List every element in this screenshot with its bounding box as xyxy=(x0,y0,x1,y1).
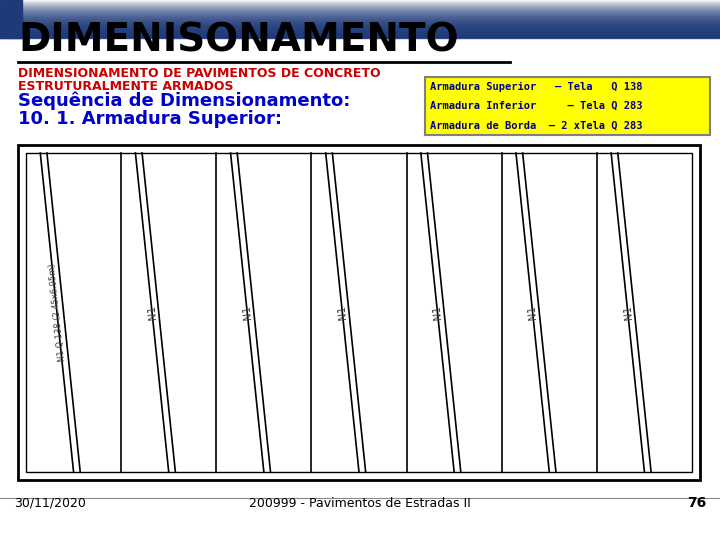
Bar xyxy=(0,0,720,1)
Bar xyxy=(0,16,720,17)
Bar xyxy=(0,20,720,21)
Text: N1: N1 xyxy=(146,305,158,320)
Text: Armadura Superior   – Tela   Q 138: Armadura Superior – Tela Q 138 xyxy=(430,82,642,92)
Text: Sequência de Dimensionamento:: Sequência de Dimensionamento: xyxy=(18,91,351,110)
Bar xyxy=(0,27,720,28)
Bar xyxy=(0,23,720,24)
Bar xyxy=(0,33,720,34)
Bar xyxy=(0,9,720,10)
Bar xyxy=(0,11,720,12)
Bar xyxy=(0,28,720,29)
Bar xyxy=(0,21,720,22)
Bar xyxy=(0,5,720,6)
Bar xyxy=(0,0,22,38)
Bar xyxy=(0,30,720,31)
Bar xyxy=(0,14,720,15)
Bar xyxy=(0,15,720,16)
Bar xyxy=(0,2,720,3)
Bar xyxy=(26,153,692,472)
Bar xyxy=(0,22,720,23)
Text: 10. 1. Armadura Superior:: 10. 1. Armadura Superior: xyxy=(18,110,282,128)
Bar xyxy=(425,77,710,135)
Text: 76: 76 xyxy=(687,496,706,510)
Bar xyxy=(0,32,720,33)
Bar xyxy=(0,10,720,11)
Bar xyxy=(0,31,720,32)
Text: Armadura de Borda  – 2 xTela Q 283: Armadura de Borda – 2 xTela Q 283 xyxy=(430,120,642,130)
Text: 30/11/2020: 30/11/2020 xyxy=(14,497,86,510)
Text: N1: N1 xyxy=(337,305,348,320)
Text: DIMENSIONAMENTO DE PAVIMENTOS DE CONCRETO: DIMENSIONAMENTO DE PAVIMENTOS DE CONCRET… xyxy=(18,67,381,80)
Bar xyxy=(18,145,700,480)
Bar xyxy=(0,36,720,37)
Bar xyxy=(0,25,720,26)
Text: N1: N1 xyxy=(527,305,539,320)
Bar xyxy=(0,19,720,20)
Bar xyxy=(0,12,720,13)
Bar xyxy=(0,34,720,35)
Text: N1: N1 xyxy=(241,305,253,320)
Bar xyxy=(0,37,720,38)
Bar xyxy=(0,29,720,30)
Text: N1: N1 xyxy=(432,305,444,320)
Text: 200999 - Pavimentos de Estradas II: 200999 - Pavimentos de Estradas II xyxy=(249,497,471,510)
Bar xyxy=(0,8,720,9)
Bar xyxy=(0,7,720,8)
Bar xyxy=(0,17,720,18)
Bar xyxy=(0,6,720,7)
Bar xyxy=(0,26,720,27)
Text: DIMENISONAMENTO: DIMENISONAMENTO xyxy=(18,22,459,60)
Bar xyxy=(0,3,720,4)
Bar xyxy=(0,13,720,14)
Text: N1: N1 xyxy=(622,305,634,320)
Bar xyxy=(0,18,720,19)
Text: ESTRUTURALMENTE ARMADOS: ESTRUTURALMENTE ARMADOS xyxy=(18,80,233,93)
Bar xyxy=(0,1,720,2)
Bar xyxy=(0,4,720,5)
Bar xyxy=(0,35,720,36)
Text: Armadura Inferior     – Tela Q 283: Armadura Inferior – Tela Q 283 xyxy=(430,101,642,111)
Text: N1 Q 138 (2.45x6.95m): N1 Q 138 (2.45x6.95m) xyxy=(48,263,66,362)
Bar xyxy=(0,24,720,25)
